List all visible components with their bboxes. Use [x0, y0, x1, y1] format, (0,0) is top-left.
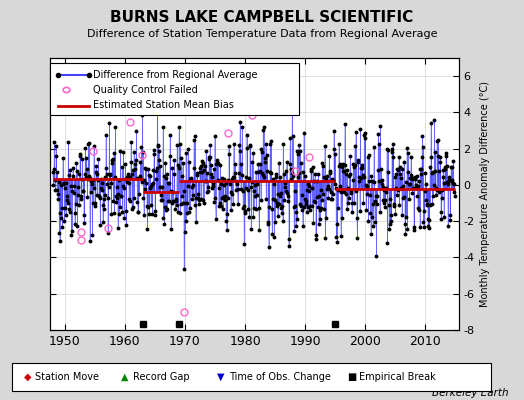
Text: Berkeley Earth: Berkeley Earth: [432, 388, 508, 398]
Text: Time of Obs. Change: Time of Obs. Change: [230, 372, 331, 382]
Y-axis label: Monthly Temperature Anomaly Difference (°C): Monthly Temperature Anomaly Difference (…: [480, 81, 490, 307]
Text: BURNS LAKE CAMPBELL SCIENTIFIC: BURNS LAKE CAMPBELL SCIENTIFIC: [111, 10, 413, 26]
Text: ▼: ▼: [217, 372, 225, 382]
Text: Estimated Station Mean Bias: Estimated Station Mean Bias: [93, 100, 234, 110]
Text: Difference of Station Temperature Data from Regional Average: Difference of Station Temperature Data f…: [87, 29, 437, 39]
Text: Empirical Break: Empirical Break: [359, 372, 435, 382]
Text: Station Move: Station Move: [35, 372, 99, 382]
Text: Quality Control Failed: Quality Control Failed: [93, 85, 198, 95]
Text: ■: ■: [347, 372, 356, 382]
Text: ▲: ▲: [121, 372, 128, 382]
Text: Difference from Regional Average: Difference from Regional Average: [93, 70, 258, 80]
Text: ◆: ◆: [24, 372, 31, 382]
Text: Record Gap: Record Gap: [133, 372, 189, 382]
